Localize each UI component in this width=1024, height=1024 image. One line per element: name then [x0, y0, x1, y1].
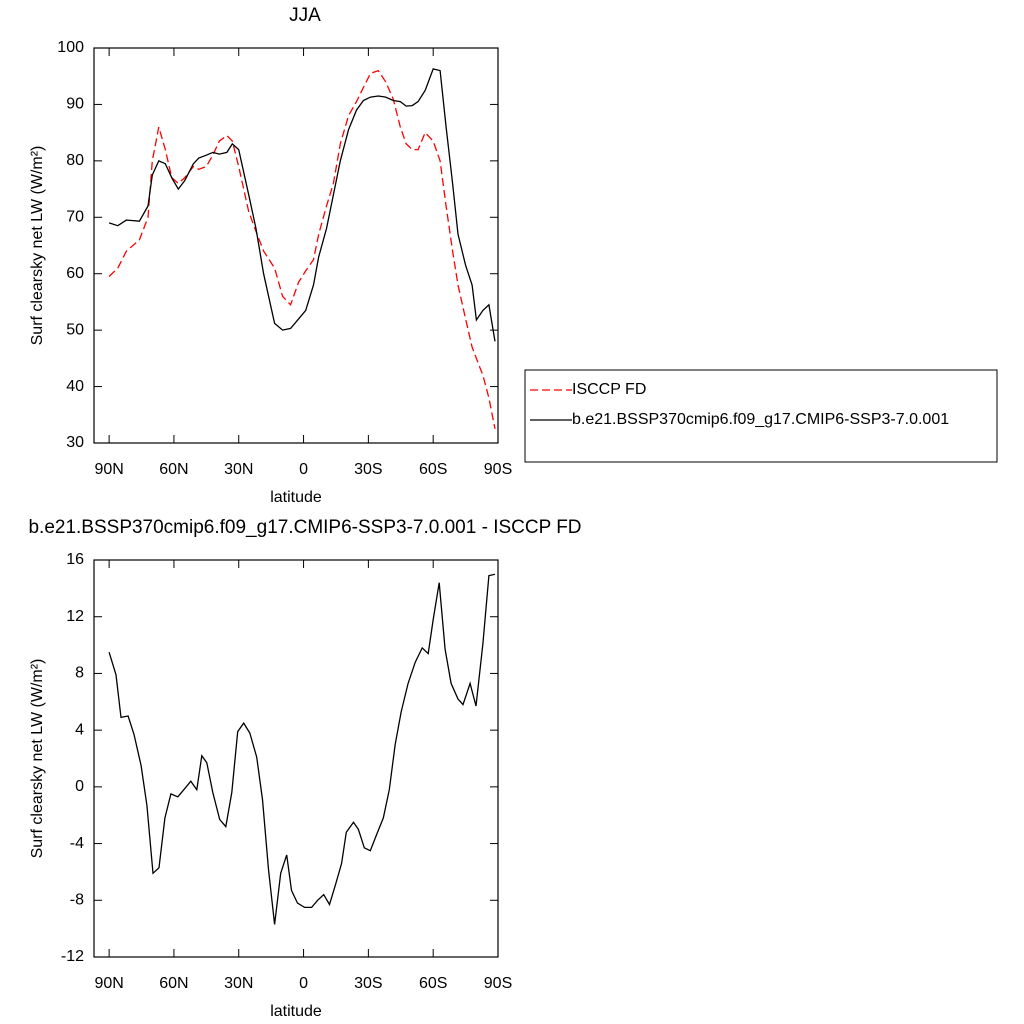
data-line: [108, 573, 496, 925]
x-axis-label: latitude: [270, 489, 322, 506]
y-tick-label: 12: [66, 608, 84, 625]
y-tick-label: 0: [75, 778, 84, 795]
y-tick-label: 8: [75, 665, 84, 682]
y-axis-label: Surf clearsky net LW (W/m²): [29, 146, 46, 346]
y-tick-label: 80: [66, 152, 84, 169]
data-line: [108, 68, 496, 342]
legend-label: b.e21.BSSP370cmip6.f09_g17.CMIP6-SSP3-7.…: [572, 411, 949, 428]
y-tick-label: 16: [66, 551, 84, 568]
y-tick-label: 60: [66, 265, 84, 282]
x-tick-label: 60S: [419, 975, 447, 992]
x-tick-label: 90S: [484, 975, 512, 992]
chart-title: JJA: [289, 5, 321, 26]
x-axis-label: latitude: [270, 1003, 322, 1020]
y-tick-label: 50: [66, 321, 84, 338]
legend-box: [524, 369, 998, 463]
x-tick-label: 30N: [224, 975, 253, 992]
x-tick-label: 0: [299, 461, 308, 478]
plot-frame: [93, 47, 499, 444]
y-tick-label: -8: [70, 892, 84, 909]
y-tick-label: 90: [66, 96, 84, 113]
x-tick-label: 30S: [354, 461, 382, 478]
y-tick-label: 70: [66, 209, 84, 226]
y-tick-label: -12: [61, 948, 84, 965]
x-tick-label: 90N: [94, 975, 123, 992]
x-tick-label: 60S: [419, 461, 447, 478]
x-tick-label: 30N: [224, 461, 253, 478]
legend-label: ISCCP FD: [572, 381, 646, 398]
y-tick-label: 40: [66, 378, 84, 395]
y-tick-label: 30: [66, 434, 84, 451]
chart-title: b.e21.BSSP370cmip6.f09_g17.CMIP6-SSP3-7.…: [28, 517, 581, 538]
plot-frame: [93, 559, 499, 958]
y-tick-label: 4: [75, 721, 84, 738]
y-axis-label: Surf clearsky net LW (W/m²): [29, 659, 46, 859]
x-tick-label: 60N: [159, 975, 188, 992]
x-tick-label: 60N: [159, 461, 188, 478]
data-line: [108, 69, 496, 430]
y-tick-label: -4: [70, 835, 84, 852]
x-tick-label: 0: [299, 975, 308, 992]
x-tick-label: 90N: [94, 461, 123, 478]
y-tick-label: 100: [57, 39, 84, 56]
x-tick-label: 90S: [484, 461, 512, 478]
x-tick-label: 30S: [354, 975, 382, 992]
